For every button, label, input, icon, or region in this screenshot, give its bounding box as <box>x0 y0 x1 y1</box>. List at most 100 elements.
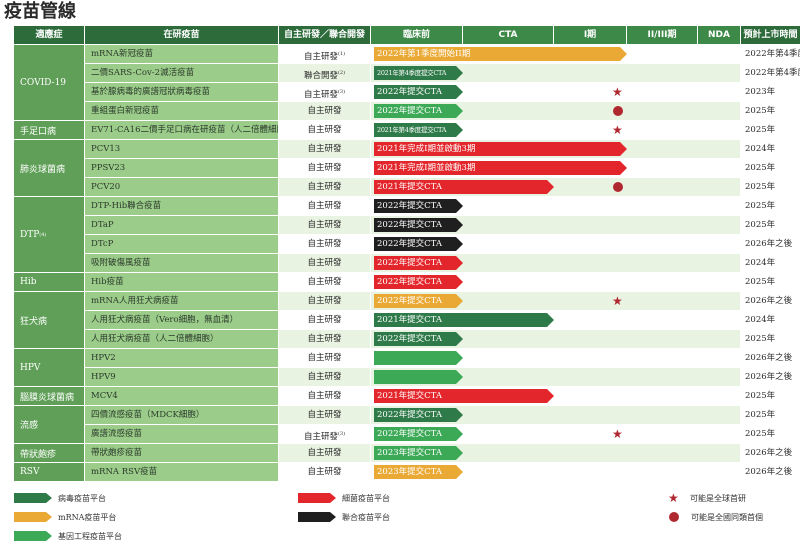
legend-item: mRNA疫苗平台 <box>14 510 116 524</box>
progress-bar: 2021年第4季度提交CTA <box>374 66 463 80</box>
stage-row <box>371 330 740 348</box>
vaccine-name: DTaP <box>85 216 278 234</box>
legend-label: 可能是全球首研 <box>690 493 746 503</box>
stage-row <box>371 349 740 367</box>
progress-bar: 2022年提交CTA <box>374 275 463 289</box>
development-footnote: (3) <box>337 89 346 95</box>
launch-time: 2025年 <box>745 277 776 287</box>
legend-swatch <box>298 512 336 522</box>
development-label: 自主研發 <box>307 125 342 135</box>
column-header-vaccine: 在研疫苗 <box>85 26 278 44</box>
legend-label: 細菌疫苗平台 <box>342 493 390 503</box>
development-type: 自主研發 <box>279 254 370 272</box>
development-label: 聯合開發 <box>303 70 338 81</box>
progress-bar: 2021年提交CTA <box>374 180 554 194</box>
launch-time: 2024年 <box>745 258 776 268</box>
development-label: 自主研發 <box>307 467 342 477</box>
development-type: 自主研發 <box>279 349 370 367</box>
stage-row <box>371 235 740 253</box>
indication-label: 手足口病 <box>20 126 57 137</box>
progress-bar: 2022年第1季度開始II期 <box>374 47 627 61</box>
vaccine-name: 四價流感疫苗（MDCK細胞） <box>85 406 278 424</box>
indication-label: 帶狀皰疹 <box>20 449 57 460</box>
progress-bar: 2021年完成I期並啟動3期 <box>374 142 627 156</box>
legend-mark: 可能是全國同類首個 <box>668 510 763 524</box>
development-label: 自主研發 <box>307 448 342 458</box>
progress-bar: 2022年提交CTA <box>374 256 463 270</box>
development-type: 自主研發 <box>279 311 370 329</box>
progress-bar: 2023年提交CTA <box>374 446 463 460</box>
vaccine-name: MCV4 <box>85 387 278 405</box>
progress-bar: 2022年提交CTA <box>374 104 463 118</box>
development-type: 聯合開發(2) <box>279 64 370 82</box>
launch-time: 2025年 <box>745 201 776 211</box>
legend-swatch <box>298 493 336 503</box>
stage-row <box>371 254 740 272</box>
stage-row <box>371 216 740 234</box>
progress-bar: 2021年第4季度提交CTA <box>374 123 463 137</box>
development-type: 自主研發 <box>279 216 370 234</box>
legend-label: 基因工程疫苗平台 <box>58 531 122 541</box>
vaccine-name: 二價SARS-Cov-2滅活疫苗 <box>85 64 278 82</box>
progress-bar <box>374 370 463 384</box>
stage-row <box>371 273 740 291</box>
development-type: 自主研發 <box>279 197 370 215</box>
vaccine-name: mRNA新冠疫苗 <box>85 45 278 63</box>
vaccine-name: PCV13 <box>85 140 278 158</box>
progress-bar: 2022年提交CTA <box>374 237 463 251</box>
indication-cell: HPV <box>14 349 84 386</box>
legend-swatch <box>14 531 52 541</box>
vaccine-name: PCV20 <box>85 178 278 196</box>
development-label: 自主研發 <box>307 182 342 192</box>
column-header-indication: 適應症 <box>14 26 84 44</box>
development-label: 自主研發 <box>303 51 338 62</box>
launch-time: 2025年 <box>745 163 776 173</box>
development-label: 自主研發 <box>307 144 342 154</box>
development-type: 自主研發 <box>279 292 370 310</box>
column-header-development: 自主研發／聯合開發 <box>279 26 370 44</box>
vaccine-name: EV71-CA16二價手足口病在研疫苗（人二倍體細胞） <box>85 121 278 139</box>
indication-label: COVID-19 <box>20 77 67 88</box>
dot-icon <box>669 512 679 522</box>
development-type: 自主研發 <box>279 406 370 424</box>
vaccine-name: HPV9 <box>85 368 278 386</box>
development-label: 自主研發 <box>307 353 342 363</box>
column-header-preclinical: 臨床前 <box>371 26 462 44</box>
vaccine-name: 吸附破傷風疫苗 <box>85 254 278 272</box>
development-type: 自主研發 <box>279 463 370 481</box>
vaccine-name: 人用狂犬病疫苗（Vero細胞，無血清） <box>85 311 278 329</box>
column-header-nda: NDA <box>698 26 740 44</box>
development-label: 自主研發 <box>303 89 338 100</box>
indication-cell: 腦膜炎球菌病 <box>14 387 84 405</box>
launch-time: 2026年之後 <box>745 296 793 306</box>
development-type: 自主研發(1) <box>279 45 370 63</box>
star-icon: ★ <box>612 427 623 441</box>
stage-row <box>371 64 740 82</box>
legend-swatch <box>14 493 52 503</box>
vaccine-name: Hib疫苗 <box>85 273 278 291</box>
legend-label: 聯合疫苗平台 <box>342 512 390 522</box>
development-type: 自主研發 <box>279 102 370 120</box>
indication-cell: RSV <box>14 463 84 481</box>
development-label: 自主研發 <box>307 239 342 249</box>
development-label: 自主研發 <box>307 277 342 287</box>
launch-time: 2026年之後 <box>745 372 793 382</box>
legend-item: 聯合疫苗平台 <box>298 510 390 524</box>
development-label: 自主研發 <box>307 201 342 211</box>
star-icon: ★ <box>668 491 679 505</box>
development-type: 自主研發 <box>279 121 370 139</box>
stage-row <box>371 406 740 424</box>
vaccine-name: 帶狀皰疹疫苗 <box>85 444 278 462</box>
progress-bar: 2022年提交CTA <box>374 408 463 422</box>
indication-cell: 肺炎球菌病 <box>14 140 84 196</box>
launch-time: 2025年 <box>745 334 776 344</box>
launch-time: 2026年之後 <box>745 448 793 458</box>
development-type: 自主研發 <box>279 273 370 291</box>
progress-bar: 2023年提交CTA <box>374 465 463 479</box>
development-label: 自主研發 <box>307 315 342 325</box>
development-type: 自主研發 <box>279 159 370 177</box>
vaccine-name: 人用狂犬病疫苗（人二倍體細胞） <box>85 330 278 348</box>
legend-item: 病毒疫苗平台 <box>14 491 106 505</box>
progress-bar: 2022年提交CTA <box>374 332 463 346</box>
legend-label: 病毒疫苗平台 <box>58 493 106 503</box>
